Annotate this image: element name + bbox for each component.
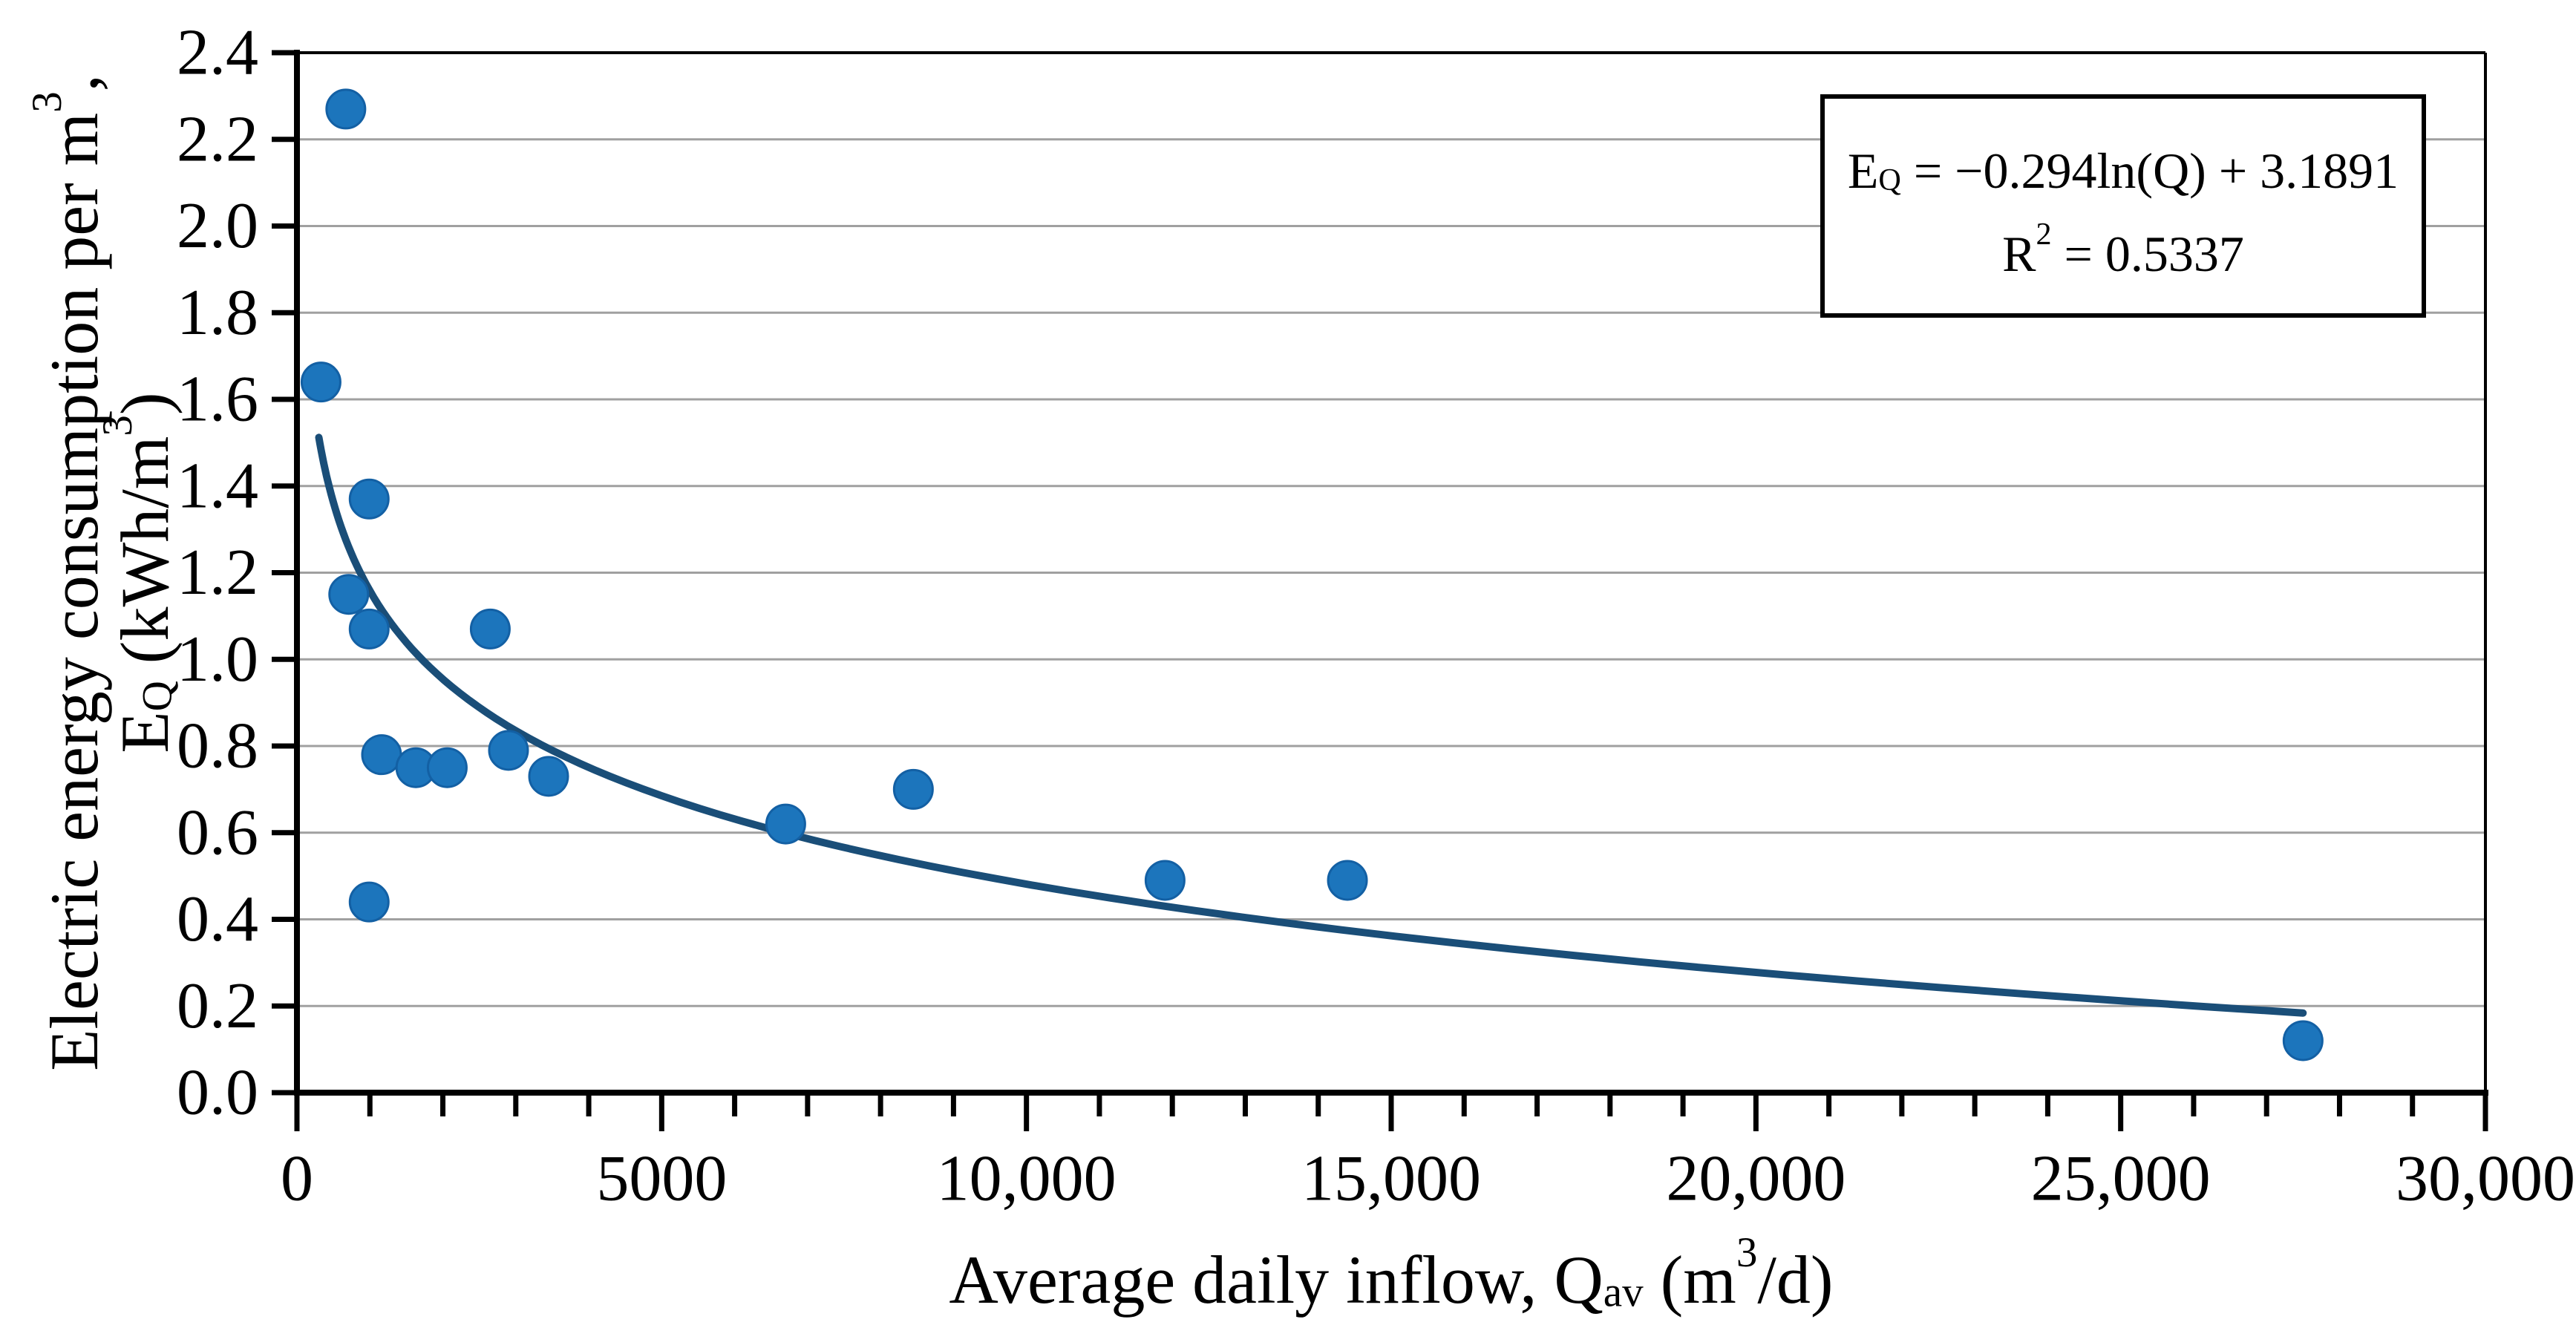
y-axis-tick-label: 0.0 (177, 1057, 258, 1129)
y-axis-tick-label: 2.2 (177, 103, 258, 175)
trendline (315, 434, 2307, 1017)
x-axis-tick-label: 0 (281, 1143, 313, 1215)
data-point (348, 608, 390, 650)
equation-text: EQ = −0.294ln(Q) + 3.1891 (1848, 143, 2399, 199)
data-point (328, 574, 370, 615)
data-point (2282, 1020, 2324, 1061)
data-point (892, 768, 934, 810)
y-axis-tick-label: 0.2 (177, 970, 258, 1042)
x-axis-line (294, 1090, 2488, 1096)
data-point (528, 756, 569, 797)
y-axis-line (294, 50, 300, 1096)
x-axis-tick-label: 25,000 (2031, 1143, 2211, 1215)
x-axis-tick-label: 20,000 (1666, 1143, 1846, 1215)
y-axis-tick-label: 1.8 (177, 277, 258, 349)
data-point (348, 478, 390, 520)
data-point (469, 608, 511, 650)
data-point (361, 734, 402, 776)
data-point (300, 361, 341, 403)
x-axis-title: Average daily inflow, Qav (m3/d) (949, 1229, 1833, 1318)
y-axis-tick-label: 1.4 (177, 450, 258, 522)
data-point (1327, 860, 1368, 901)
data-point (765, 803, 806, 845)
y-axis-tick-label: 2.0 (177, 190, 258, 262)
x-axis-tick-label: 15,000 (1301, 1143, 1481, 1215)
y-axis-tick-label: 0.4 (177, 883, 258, 955)
x-axis-tick-label: 5000 (596, 1143, 727, 1215)
y-axis-title-line1: Electric energy consumption per m3, (24, 74, 112, 1071)
y-axis-tick-label: 0.6 (177, 796, 258, 868)
data-point (348, 881, 390, 923)
r-squared-text: R2 = 0.5337 (2002, 216, 2244, 282)
data-point (1144, 860, 1186, 901)
y-axis-tick-label: 1.6 (177, 364, 258, 436)
x-axis-tick-label: 10,000 (937, 1143, 1117, 1215)
x-axis-tick-label: 30,000 (2396, 1143, 2575, 1215)
data-point (325, 88, 367, 130)
y-axis-tick-label: 1.0 (177, 624, 258, 696)
y-axis-tick-label: 2.4 (177, 17, 258, 89)
data-point (426, 747, 468, 788)
y-axis-tick-label: 1.2 (177, 537, 258, 609)
data-point (488, 730, 529, 771)
y-axis-title-line2: EQ (kWh/m3) (94, 392, 183, 753)
equation-box (1820, 94, 2426, 318)
y-axis-tick-label: 0.8 (177, 710, 258, 782)
